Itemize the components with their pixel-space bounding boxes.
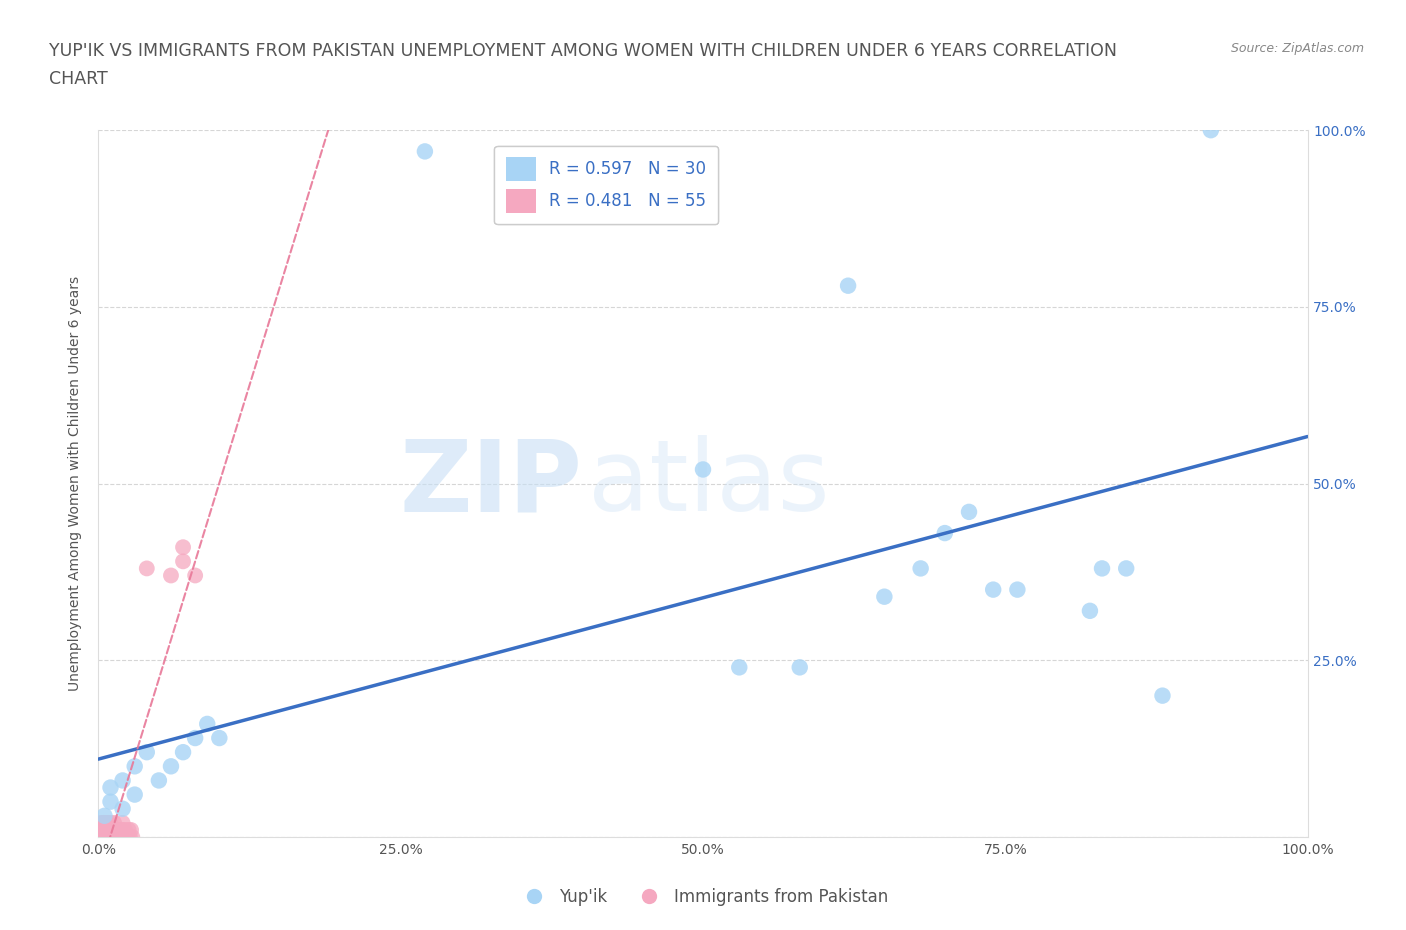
Point [172, 539, 194, 554]
Point [91, 830, 114, 844]
Point [1115, 561, 1137, 576]
Point [108, 822, 131, 837]
Point [105, 822, 128, 837]
Point [111, 816, 134, 830]
Point [117, 830, 139, 844]
Point [115, 830, 138, 844]
Point [1152, 688, 1174, 703]
Point [89, 830, 111, 844]
Point [957, 504, 980, 519]
Point [837, 278, 859, 293]
Point [100, 780, 122, 795]
Point [89, 822, 111, 837]
Point [96, 822, 118, 837]
Point [112, 830, 135, 844]
Point [107, 822, 129, 837]
Point [148, 773, 170, 788]
Text: atlas: atlas [588, 435, 830, 532]
Point [160, 568, 183, 583]
Point [184, 568, 207, 583]
Point [910, 561, 932, 576]
Point [104, 822, 127, 837]
Point [94, 816, 117, 830]
Point [208, 731, 231, 746]
Point [100, 830, 122, 844]
Point [103, 830, 125, 844]
Point [110, 830, 132, 844]
Point [172, 554, 194, 569]
Point [172, 745, 194, 760]
Point [104, 830, 127, 844]
Point [114, 822, 136, 837]
Point [100, 816, 122, 830]
Y-axis label: Unemployment Among Women with Children Under 6 years: Unemployment Among Women with Children U… [67, 276, 82, 691]
Point [873, 590, 896, 604]
Point [91, 816, 114, 830]
Point [100, 830, 122, 844]
Point [98, 822, 121, 837]
Point [91, 830, 114, 844]
Point [90, 816, 112, 830]
Point [90, 830, 112, 844]
Point [93, 808, 115, 823]
Point [160, 759, 183, 774]
Point [124, 759, 146, 774]
Point [789, 660, 811, 675]
Point [97, 822, 120, 837]
Text: YUP'IK VS IMMIGRANTS FROM PAKISTAN UNEMPLOYMENT AMONG WOMEN WITH CHILDREN UNDER : YUP'IK VS IMMIGRANTS FROM PAKISTAN UNEMP… [49, 42, 1118, 60]
Point [108, 822, 131, 837]
Point [692, 462, 714, 477]
Point [93, 822, 115, 837]
Point [107, 830, 129, 844]
Point [121, 830, 143, 844]
Point [120, 822, 142, 837]
Point [97, 816, 120, 830]
Point [93, 816, 115, 830]
Legend: Yup'ik, Immigrants from Pakistan: Yup'ik, Immigrants from Pakistan [510, 881, 896, 912]
Point [111, 822, 134, 837]
Point [94, 822, 117, 837]
Point [98, 830, 121, 844]
Point [934, 525, 956, 540]
Point [118, 822, 141, 837]
Point [108, 830, 131, 844]
Point [103, 822, 125, 837]
Point [1091, 561, 1114, 576]
Text: ZIP: ZIP [399, 435, 582, 532]
Point [111, 830, 134, 844]
Point [135, 745, 157, 760]
Point [981, 582, 1004, 597]
Point [135, 561, 157, 576]
Point [195, 716, 218, 731]
Point [184, 731, 207, 746]
Point [1078, 604, 1101, 618]
Point [111, 802, 134, 817]
Point [105, 830, 128, 844]
Point [96, 816, 118, 830]
Point [728, 660, 751, 675]
Legend: R = 0.597   N = 30, R = 0.481   N = 55: R = 0.597 N = 30, R = 0.481 N = 55 [495, 146, 718, 224]
Point [93, 830, 115, 844]
Point [94, 830, 117, 844]
Point [91, 822, 114, 837]
Point [100, 794, 122, 809]
Text: CHART: CHART [49, 70, 108, 87]
Point [100, 822, 122, 837]
Point [100, 822, 122, 837]
Point [96, 830, 118, 844]
Text: Source: ZipAtlas.com: Source: ZipAtlas.com [1230, 42, 1364, 55]
Point [111, 773, 134, 788]
Point [124, 787, 146, 802]
Point [1199, 123, 1222, 138]
Point [101, 822, 124, 837]
Point [101, 830, 124, 844]
Point [1007, 582, 1029, 597]
Point [413, 144, 436, 159]
Point [103, 816, 125, 830]
Point [108, 830, 131, 844]
Point [118, 830, 141, 844]
Point [97, 830, 120, 844]
